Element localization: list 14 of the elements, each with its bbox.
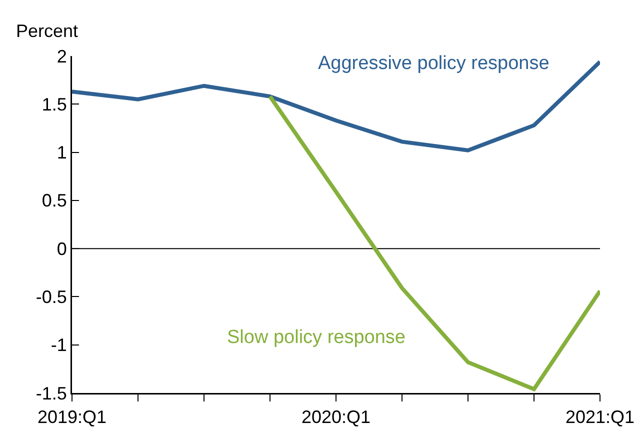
y-tick-label: -0.5: [36, 287, 67, 308]
y-tick-label: 1: [56, 142, 67, 163]
y-tick-label: -1: [50, 335, 67, 356]
x-tick-label: 2021:Q1: [565, 407, 635, 428]
x-tick-label: 2019:Q1: [37, 407, 107, 428]
y-tick-label: 2: [56, 46, 67, 66]
y-tick-label: 0.5: [42, 190, 67, 211]
x-tick-label: 2020:Q1: [301, 407, 371, 428]
series-label: Aggressive policy response: [318, 53, 550, 74]
y-tick-label: 0: [56, 238, 67, 259]
series-label: Slow policy response: [227, 327, 406, 348]
y-tick-label: -1.5: [36, 383, 67, 404]
y-axis-title: Percent: [16, 21, 78, 41]
y-tick-label: 1.5: [42, 94, 67, 114]
